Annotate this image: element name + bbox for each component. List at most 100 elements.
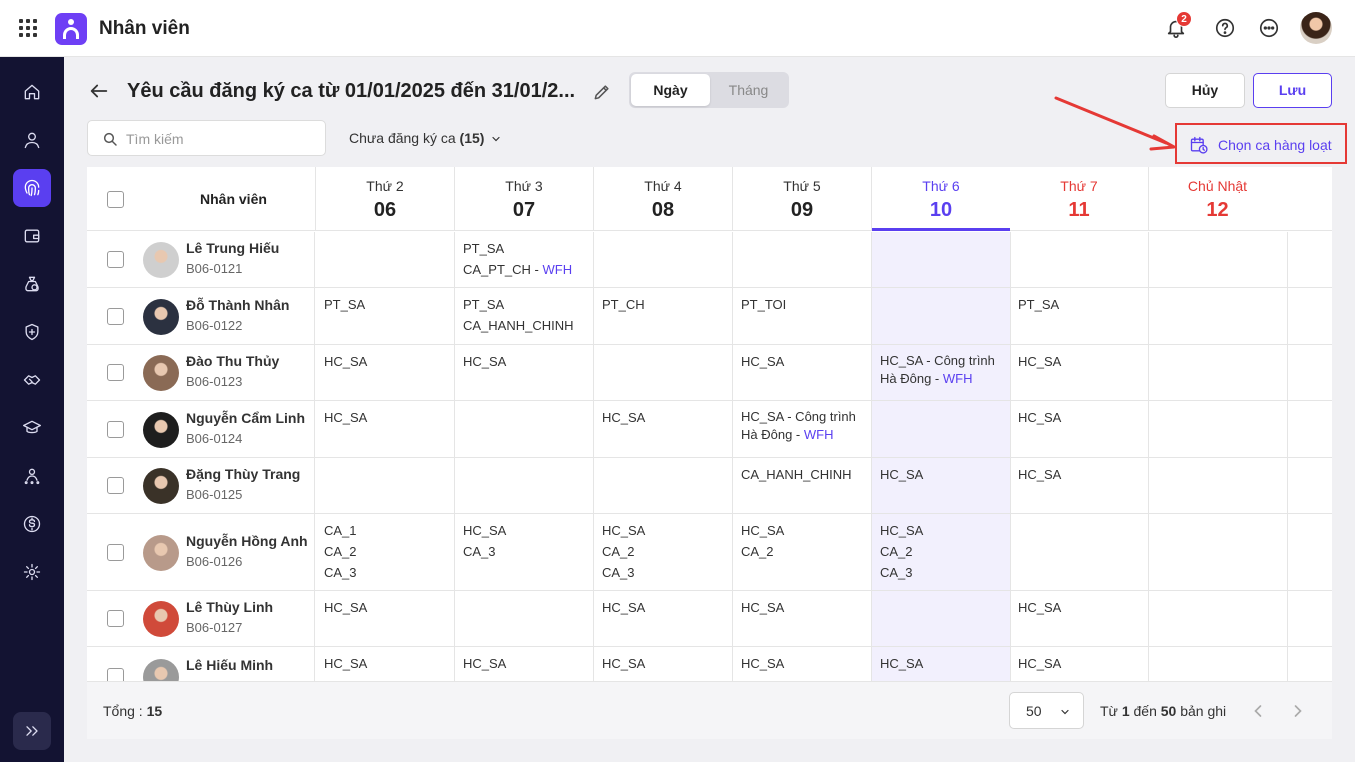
shift-cell[interactable]: PT_SA CA_HANH_CHINH bbox=[455, 288, 594, 344]
more-icon[interactable] bbox=[1258, 17, 1280, 39]
shift-cell[interactable]: HC_SA bbox=[1010, 401, 1149, 457]
shift-cell[interactable] bbox=[872, 401, 1011, 457]
search-input[interactable] bbox=[126, 129, 316, 149]
row-checkbox[interactable] bbox=[107, 477, 124, 494]
shift-cell[interactable] bbox=[316, 458, 455, 513]
shift-cell[interactable] bbox=[594, 345, 733, 400]
shift-cell[interactable]: PT_SA bbox=[316, 288, 455, 344]
page-size-select[interactable]: 50 bbox=[1009, 692, 1084, 729]
shift-cell[interactable]: PT_CH bbox=[594, 288, 733, 344]
sidebar-item-training[interactable] bbox=[13, 409, 51, 447]
shift-cell[interactable]: HC_SA bbox=[594, 401, 733, 457]
shift-cell[interactable]: HC_SA - Công trình Hà Đông - WFH bbox=[733, 401, 872, 457]
shift-cell[interactable]: HC_SA bbox=[316, 401, 455, 457]
shift-cell[interactable] bbox=[1149, 232, 1288, 287]
table-row[interactable]: Nguyễn Hồng Anh B06-0126 CA_1 CA_2 CA_3 HC_SA… bbox=[87, 514, 1332, 591]
row-checkbox[interactable] bbox=[107, 544, 124, 561]
shift-cell[interactable] bbox=[733, 232, 872, 287]
shift-cell[interactable] bbox=[1149, 591, 1288, 646]
app-grid-icon[interactable] bbox=[19, 19, 37, 37]
shift-cell[interactable]: HC_SA bbox=[1010, 591, 1149, 646]
shift-cell[interactable] bbox=[1149, 345, 1288, 400]
shift-cell[interactable]: CA_HANH_CHINH bbox=[733, 458, 872, 513]
edit-pencil-icon[interactable] bbox=[592, 82, 612, 102]
shift-cell[interactable]: HC_SA bbox=[1010, 458, 1149, 513]
sidebar-expand-button[interactable] bbox=[13, 712, 51, 750]
shift-cell[interactable]: HC_SA CA_3 bbox=[455, 514, 594, 590]
row-checkbox[interactable] bbox=[107, 364, 124, 381]
row-checkbox[interactable] bbox=[107, 668, 124, 681]
shift-cell[interactable]: HC_SA CA_2 CA_3 bbox=[594, 514, 733, 590]
next-page-icon[interactable] bbox=[1288, 701, 1308, 721]
row-checkbox[interactable] bbox=[107, 610, 124, 627]
shift-cell[interactable]: HC_SA bbox=[872, 647, 1011, 681]
shift-cell[interactable]: PT_SA bbox=[1010, 288, 1149, 344]
table-row[interactable]: Đào Thu Thủy B06-0123 HC_SA HC_SA HC_SA HC_SA… bbox=[87, 345, 1332, 401]
shift-cell[interactable] bbox=[594, 232, 733, 287]
row-checkbox[interactable] bbox=[107, 421, 124, 438]
sidebar-item-attendance[interactable] bbox=[13, 169, 51, 207]
shift-cell[interactable] bbox=[316, 232, 455, 287]
sidebar-item-settings[interactable] bbox=[13, 553, 51, 591]
sidebar-item-employees[interactable] bbox=[13, 121, 51, 159]
shift-cell[interactable] bbox=[1149, 514, 1288, 590]
sidebar-item-home[interactable] bbox=[13, 73, 51, 111]
shift-cell[interactable]: HC_SA bbox=[316, 591, 455, 646]
save-button[interactable]: Lưu bbox=[1253, 73, 1332, 108]
shift-cell[interactable]: HC_SA bbox=[1010, 647, 1149, 681]
shift-cell[interactable]: HC_SA bbox=[733, 591, 872, 646]
shift-cell[interactable]: HC_SA bbox=[733, 647, 872, 681]
shift-cell[interactable] bbox=[1149, 288, 1288, 344]
shift-cell[interactable] bbox=[455, 401, 594, 457]
tab-month[interactable]: Tháng bbox=[728, 82, 769, 98]
registration-filter-dropdown[interactable]: Chưa đăng ký ca (15) bbox=[349, 130, 502, 146]
shift-cell[interactable]: CA_1 CA_2 CA_3 bbox=[316, 514, 455, 590]
row-checkbox[interactable] bbox=[107, 308, 124, 325]
shift-cell[interactable]: HC_SA CA_2 CA_3 bbox=[872, 514, 1011, 590]
sidebar-item-insurance[interactable] bbox=[13, 313, 51, 351]
shift-cell[interactable] bbox=[455, 458, 594, 513]
shift-cell[interactable]: HC_SA bbox=[594, 647, 733, 681]
shift-cell[interactable] bbox=[872, 591, 1011, 646]
shift-cell[interactable]: HC_SA bbox=[872, 458, 1011, 513]
shift-cell[interactable] bbox=[594, 458, 733, 513]
shift-cell[interactable]: HC_SA - Công trình Hà Đông - WFH bbox=[872, 345, 1011, 400]
shift-cell[interactable] bbox=[872, 232, 1011, 287]
back-arrow-icon[interactable] bbox=[88, 80, 110, 102]
shift-cell[interactable] bbox=[1149, 647, 1288, 681]
table-row[interactable]: Đỗ Thành Nhân B06-0122 PT_SA PT_SA CA_HANH_C… bbox=[87, 288, 1332, 345]
shift-cell[interactable] bbox=[455, 591, 594, 646]
shift-cell[interactable]: PT_SA CA_PT_CH - WFH bbox=[455, 232, 594, 287]
sidebar-item-bag[interactable] bbox=[13, 265, 51, 303]
shift-cell[interactable] bbox=[1149, 401, 1288, 457]
shift-cell[interactable]: HC_SA bbox=[594, 591, 733, 646]
table-row[interactable]: Đặng Thùy Trang B06-0125 CA_HANH_CHINH HC_S… bbox=[87, 458, 1332, 514]
shift-cell[interactable]: HC_SA bbox=[455, 647, 594, 681]
select-all-checkbox[interactable] bbox=[107, 191, 124, 208]
user-avatar[interactable] bbox=[1300, 12, 1332, 44]
shift-cell[interactable] bbox=[1010, 232, 1149, 287]
prev-page-icon[interactable] bbox=[1248, 701, 1268, 721]
shift-cell[interactable]: HC_SA bbox=[455, 345, 594, 400]
shift-cell[interactable]: HC_SA CA_2 bbox=[733, 514, 872, 590]
shift-cell[interactable] bbox=[1010, 514, 1149, 590]
shift-cell[interactable]: HC_SA bbox=[1010, 345, 1149, 400]
shift-cell[interactable]: HC_SA bbox=[316, 647, 455, 681]
shift-cell[interactable]: HC_SA bbox=[733, 345, 872, 400]
tab-day[interactable]: Ngày bbox=[631, 74, 710, 106]
shift-cell[interactable]: HC_SA bbox=[316, 345, 455, 400]
table-row[interactable]: Lê Trung Hiếu B06-0121 PT_SA CA_PT_CH - WFH bbox=[87, 232, 1332, 288]
cancel-button[interactable]: Hủy bbox=[1165, 73, 1245, 108]
help-icon[interactable] bbox=[1214, 17, 1236, 39]
row-checkbox[interactable] bbox=[107, 251, 124, 268]
table-row[interactable]: Lê Thùy Linh B06-0127 HC_SA HC_SA HC_SA HC_SA bbox=[87, 591, 1332, 647]
table-row[interactable]: Lê Hiếu Minh B06-0128 HC_SA HC_SA HC_SA HC_SA… bbox=[87, 647, 1332, 681]
table-row[interactable]: Nguyễn Cẩm Linh B06-0124 HC_SA HC_SA HC_SA -… bbox=[87, 401, 1332, 458]
sidebar-item-salary[interactable] bbox=[13, 505, 51, 543]
shift-cell[interactable]: PT_TOI bbox=[733, 288, 872, 344]
shift-cell[interactable] bbox=[1149, 458, 1288, 513]
sidebar-item-wallet[interactable] bbox=[13, 217, 51, 255]
sidebar-item-organization[interactable] bbox=[13, 457, 51, 495]
bulk-shift-select-button[interactable]: Chọn ca hàng loạt bbox=[1175, 123, 1347, 164]
shift-cell[interactable] bbox=[872, 288, 1011, 344]
